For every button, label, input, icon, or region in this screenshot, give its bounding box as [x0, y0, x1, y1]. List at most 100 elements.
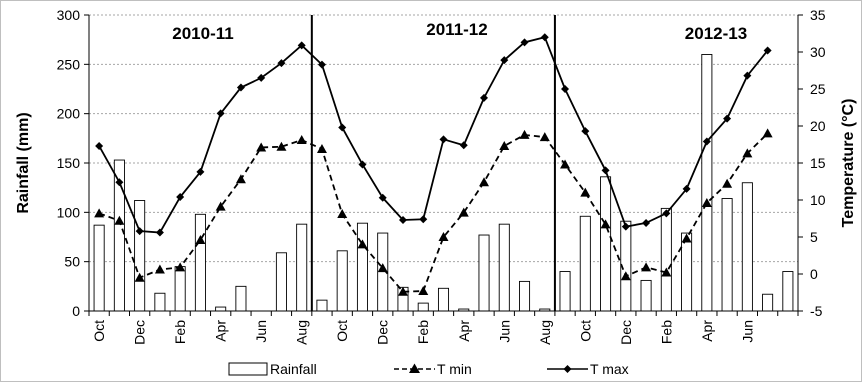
- tmin-point: [458, 207, 469, 217]
- rainfall-bar: [296, 223, 308, 312]
- tmin-line: [98, 132, 769, 293]
- x-tick-label: Dec: [375, 320, 391, 345]
- x-tick-label: Apr: [699, 320, 715, 342]
- rainfall-bar: [762, 293, 774, 312]
- legend-rainfall-swatch: [228, 362, 268, 376]
- tmax-point: [480, 93, 489, 102]
- tmax-point: [662, 209, 671, 218]
- tmin-point: [519, 129, 530, 139]
- rainfall-bars: [93, 54, 794, 312]
- tmax-point: [358, 160, 367, 169]
- tmin-point: [681, 233, 692, 243]
- tmin-point: [438, 232, 449, 241]
- x-tick-label: Jun: [496, 320, 512, 343]
- tmax-point: [723, 114, 732, 123]
- y-axis-right-title: Temperature (°C): [840, 99, 857, 228]
- x-tick-label: Dec: [132, 320, 148, 345]
- rainfall-bar: [498, 223, 510, 312]
- tmin-point: [397, 286, 408, 296]
- rainfall-bar: [154, 292, 166, 312]
- axes: [84, 14, 803, 316]
- tmin-point: [499, 140, 510, 150]
- y-right-tick-label: 10: [810, 192, 826, 208]
- tmax-line: [98, 36, 769, 234]
- x-tick-label: Apr: [213, 320, 229, 342]
- rainfall-bar: [478, 234, 490, 312]
- tmax-point: [763, 46, 772, 55]
- tmin-point: [580, 187, 591, 197]
- tmax-point: [439, 135, 448, 144]
- tmin-point: [94, 208, 105, 218]
- rainfall-bar: [701, 54, 713, 312]
- tmin-point: [641, 262, 652, 272]
- y-left-tick-label: 100: [57, 204, 81, 220]
- y-left-tick-label: 200: [57, 106, 81, 122]
- tmin-point: [215, 201, 226, 211]
- legend: Rainfall T min T max: [228, 361, 629, 377]
- x-tick-label: Feb: [172, 320, 188, 344]
- tmin-point: [256, 142, 267, 152]
- tmin-point: [377, 263, 388, 273]
- tmin-point: [296, 135, 307, 145]
- tmax-point: [115, 178, 124, 187]
- tmax-point: [540, 33, 549, 42]
- season-label-2010-11: 2010-11: [172, 24, 233, 43]
- rainfall-bar: [640, 279, 652, 312]
- tmax-point: [176, 193, 185, 202]
- y-left-tick-label: 150: [57, 155, 81, 171]
- rainfall-bar: [316, 299, 328, 312]
- legend-tmin-marker: [409, 363, 420, 373]
- tmin-point: [357, 239, 368, 249]
- y-left-tick-label: 50: [64, 254, 80, 270]
- rainfall-bar: [417, 302, 429, 312]
- x-tick-label: Oct: [334, 320, 350, 342]
- tmax-point: [642, 218, 651, 227]
- rainfall-bar: [681, 232, 693, 312]
- tmin-point: [418, 286, 429, 296]
- y-right-tick-label: 20: [810, 118, 826, 134]
- tmin-point: [560, 159, 571, 169]
- tmin-point: [134, 272, 145, 282]
- rainfall-bar: [437, 287, 450, 312]
- tmax-point: [378, 193, 387, 202]
- x-tick-label: Feb: [658, 320, 674, 344]
- rainfall-bar: [336, 250, 348, 312]
- tmax-point: [743, 71, 752, 80]
- y-right-tick-label: 35: [810, 7, 826, 23]
- tmin-point: [316, 143, 327, 153]
- season-label-2012-13: 2012-13: [685, 24, 747, 43]
- tmax-point: [520, 38, 529, 47]
- temperature-lines: [94, 33, 773, 296]
- legend-tmax-marker: [563, 365, 572, 373]
- tmin-point: [337, 209, 348, 219]
- rainfall-bar: [600, 176, 612, 312]
- tmin-point: [539, 132, 550, 142]
- tmax-point: [398, 215, 407, 224]
- tmax-point: [338, 123, 347, 132]
- tmax-point: [601, 166, 610, 175]
- tmin-point: [195, 234, 206, 244]
- rainfall-bar: [721, 198, 733, 312]
- tmin-point: [762, 128, 773, 138]
- tmax-point: [500, 56, 509, 65]
- tmin-point: [620, 271, 631, 281]
- rainfall-bar: [174, 266, 186, 312]
- x-tick-label: Jun: [253, 320, 269, 343]
- rainfall-bar: [194, 213, 206, 312]
- tmax-point: [297, 41, 306, 50]
- legend-rainfall-label: Rainfall: [270, 361, 317, 377]
- tmax-point: [216, 109, 225, 118]
- tmin-point: [175, 262, 186, 272]
- tmin-point: [235, 174, 246, 184]
- tmin-point: [722, 178, 733, 188]
- tmax-point: [135, 227, 144, 236]
- tick-labels: 0 50 100 150 200 250 300 -5 0 5 10 15 20 25 30 35 Oct Dec…: [57, 7, 826, 345]
- rainfall-bar: [356, 222, 368, 312]
- tmax-point: [277, 59, 286, 68]
- x-tick-label: Oct: [91, 320, 107, 342]
- x-tick-label: Aug: [294, 320, 310, 345]
- season-label-2011-12: 2011-12: [426, 20, 487, 39]
- y-right-tick-label: 0: [810, 266, 818, 282]
- legend-tmax-label: T max: [590, 361, 629, 377]
